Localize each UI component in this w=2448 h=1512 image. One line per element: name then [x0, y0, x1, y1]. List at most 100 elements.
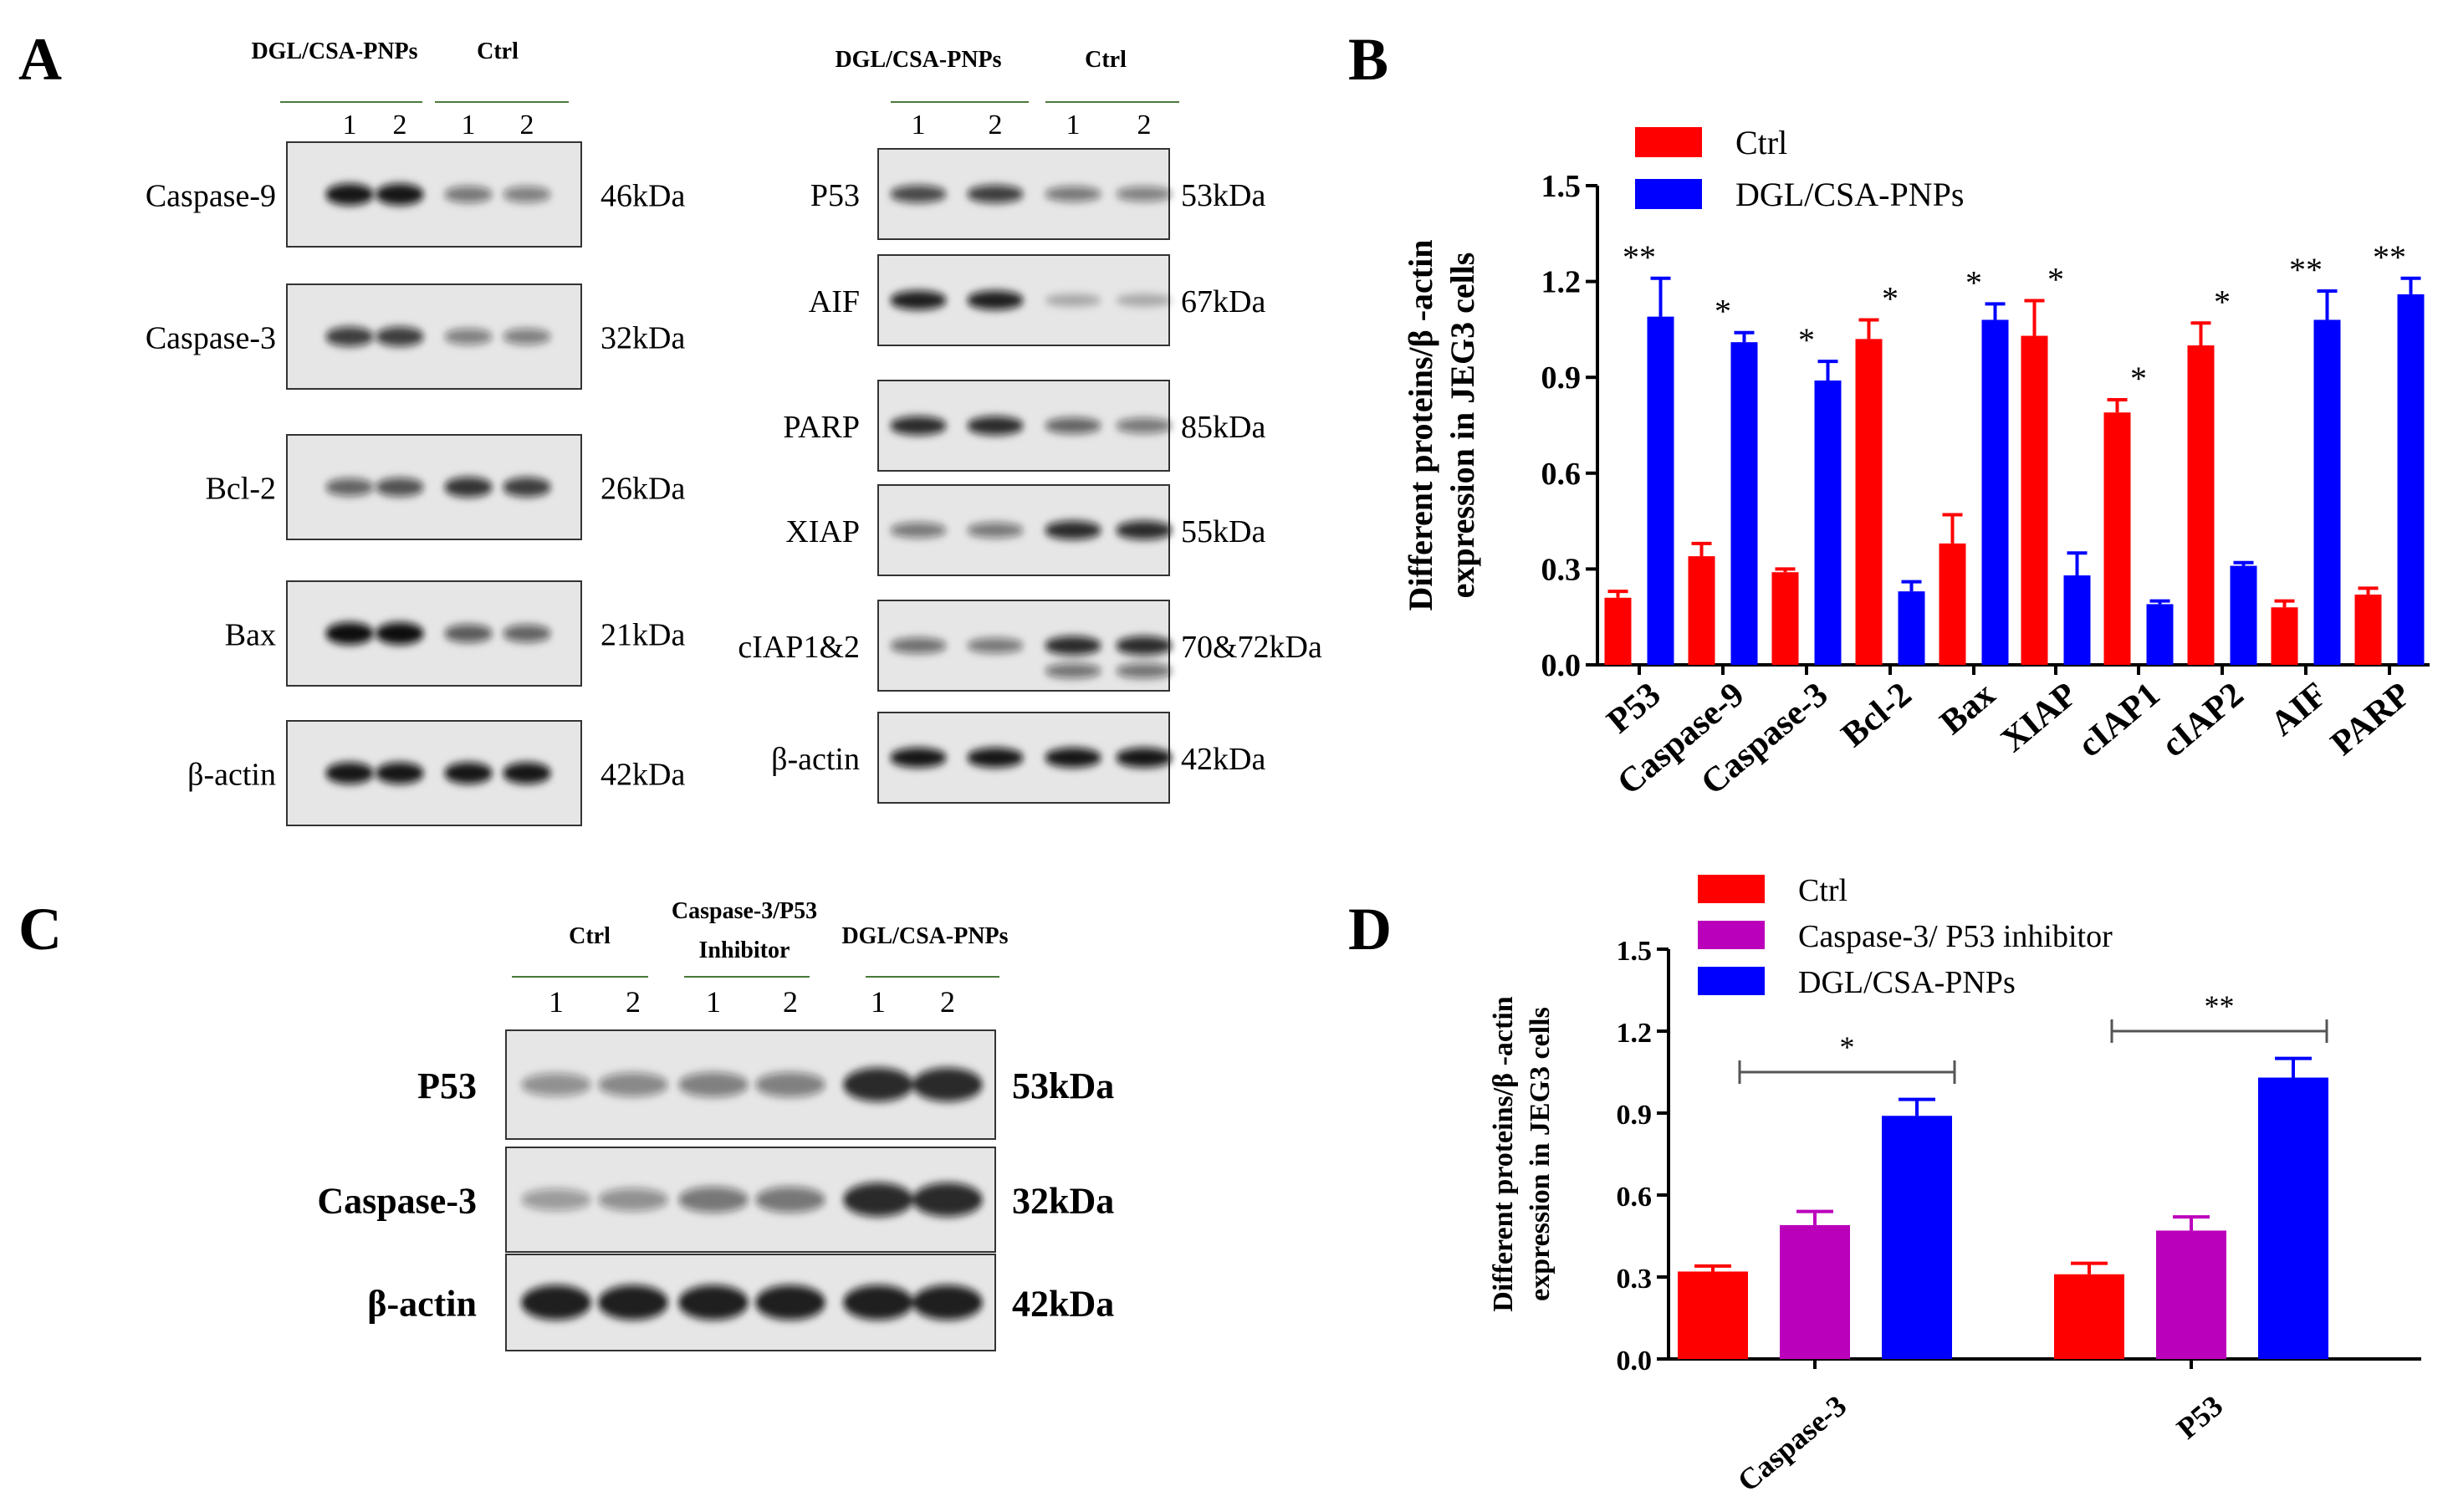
blot-band	[444, 762, 493, 784]
panel-label-d: D	[1348, 896, 1392, 963]
blot-kda-label: 53kDa	[1012, 1065, 1114, 1106]
blot-band	[890, 748, 947, 768]
blot-band-group	[521, 1067, 983, 1102]
x-tick-label: P53	[2170, 1388, 2229, 1445]
blot-band	[1116, 186, 1173, 202]
blot-protein-label: P53	[810, 178, 860, 213]
x-tick-label: PARP	[2323, 675, 2418, 763]
blot-band-group	[890, 416, 1173, 436]
bar	[2258, 1077, 2328, 1359]
blot-band	[890, 290, 947, 310]
blot-band	[1116, 294, 1173, 307]
significance-marker: **	[2373, 238, 2406, 276]
blot-band	[1045, 186, 1101, 202]
blot-band	[598, 1285, 668, 1320]
y-axis-label: expression in JEG3 cells	[1525, 1007, 1556, 1301]
x-tick-label: cIAP2	[2154, 675, 2251, 764]
blot-band-group	[325, 622, 551, 645]
blot-band-group	[325, 477, 551, 498]
blot-lane-number: 2	[940, 985, 955, 1019]
blot-band	[1116, 636, 1173, 656]
legend-swatch	[1698, 921, 1765, 949]
legend-swatch	[1635, 127, 1702, 157]
significance-marker: *	[1798, 321, 1815, 359]
blot-band-group	[890, 636, 1173, 679]
bar	[2187, 345, 2215, 665]
blot-band	[325, 326, 374, 347]
y-tick-label: 1.5	[1617, 936, 1653, 967]
blot-lane-number: 2	[393, 110, 407, 140]
blot-band	[967, 290, 1024, 310]
legend-label: Ctrl	[1735, 124, 1787, 161]
y-tick-label: 1.2	[1541, 265, 1582, 300]
y-tick-label: 0.3	[1617, 1264, 1653, 1295]
western-blot-c: Ctrl Caspase-3/P53 Inhibitor DGL/CSA-PNPs 1 2…	[317, 898, 1114, 1351]
blot-band-group	[325, 762, 551, 784]
bar	[2271, 607, 2298, 665]
blot-kda-label: 70&72kDa	[1181, 630, 1322, 665]
blot-band	[967, 522, 1024, 539]
blot-band	[1116, 748, 1173, 768]
bar	[2397, 294, 2425, 665]
blot-lane-number: 2	[1137, 110, 1152, 140]
y-tick-label: 0.3	[1541, 552, 1582, 587]
blot-kda-label: 53kDa	[1181, 178, 1265, 213]
bar	[1814, 381, 1842, 665]
bar-chart-b: 0.0 0.3 0.6 0.9 1.2 1.5 Different proteins/β -…	[1402, 124, 2430, 803]
bar	[1898, 591, 1925, 665]
blot-kda-label: 85kDa	[1181, 410, 1265, 445]
blot-kda-label: 21kDa	[601, 618, 685, 653]
blot-band-group	[521, 1285, 983, 1320]
blot-band	[678, 1072, 749, 1097]
blot-protein-label: β-actin	[187, 758, 276, 793]
western-blot-a-right: DGL/CSA-PNPs Ctrl 1 2 1 2 P53 53kDa AIF 67kDa PARP…	[738, 47, 1322, 804]
blot-lane-number: 1	[462, 110, 476, 140]
blot-band	[503, 186, 551, 203]
bar	[2313, 319, 2341, 665]
blot-band	[967, 185, 1024, 203]
blot-band	[912, 1067, 983, 1102]
blot-kda-label: 32kDa	[601, 321, 685, 356]
blot-band	[967, 416, 1024, 436]
blot-band	[678, 1187, 749, 1213]
y-axis-label: Different proteins/β -actin	[1488, 996, 1519, 1311]
blot-band	[1116, 417, 1173, 434]
significance-marker: *	[2130, 360, 2147, 397]
blot-protein-label: Caspase-3	[317, 1181, 477, 1222]
x-tick-label: Bcl-2	[1834, 675, 1919, 754]
western-blot-a-left: DGL/CSA-PNPs Ctrl 1 2 1 2 Caspase-9 46kDa Caspas…	[146, 38, 685, 826]
blot-lane-number: 2	[989, 110, 1003, 140]
legend-swatch	[1698, 967, 1765, 995]
blot-band	[598, 1072, 668, 1097]
x-tick-label: Bax	[1933, 675, 2002, 742]
blot-band	[1045, 417, 1101, 434]
blot-band	[503, 477, 551, 498]
blot-band	[912, 1285, 983, 1320]
blot-protein-label: AIF	[809, 284, 860, 319]
bar	[1678, 1271, 1748, 1359]
significance-marker: **	[2289, 251, 2323, 289]
significance-marker: *	[2214, 283, 2231, 320]
blot-band	[503, 762, 551, 784]
blot-band	[755, 1187, 825, 1213]
x-tick-label: cIAP1	[2071, 675, 2167, 764]
blot-lane-number: 1	[912, 110, 926, 140]
blot-lane-number: 1	[343, 110, 357, 140]
blot-lane-number: 1	[706, 985, 721, 1019]
blot-kda-label: 26kDa	[601, 472, 685, 507]
blot-band	[376, 622, 424, 645]
significance-marker: *	[1840, 1030, 1855, 1064]
blot-lane-number: 1	[549, 985, 564, 1019]
blot-band-group	[890, 290, 1173, 310]
blot-band	[521, 1285, 591, 1320]
blot-protein-label: Caspase-3	[146, 321, 276, 356]
legend-label: Ctrl	[1798, 873, 1847, 908]
blot-band	[325, 762, 374, 784]
blot-band	[755, 1285, 825, 1320]
blot-band	[376, 183, 424, 206]
legend-label: Caspase-3/ P53 inhibitor	[1798, 919, 2113, 954]
bar	[2021, 335, 2048, 665]
blot-band	[376, 478, 424, 497]
y-axis-label: Different proteins/β -actin	[1402, 240, 1439, 611]
